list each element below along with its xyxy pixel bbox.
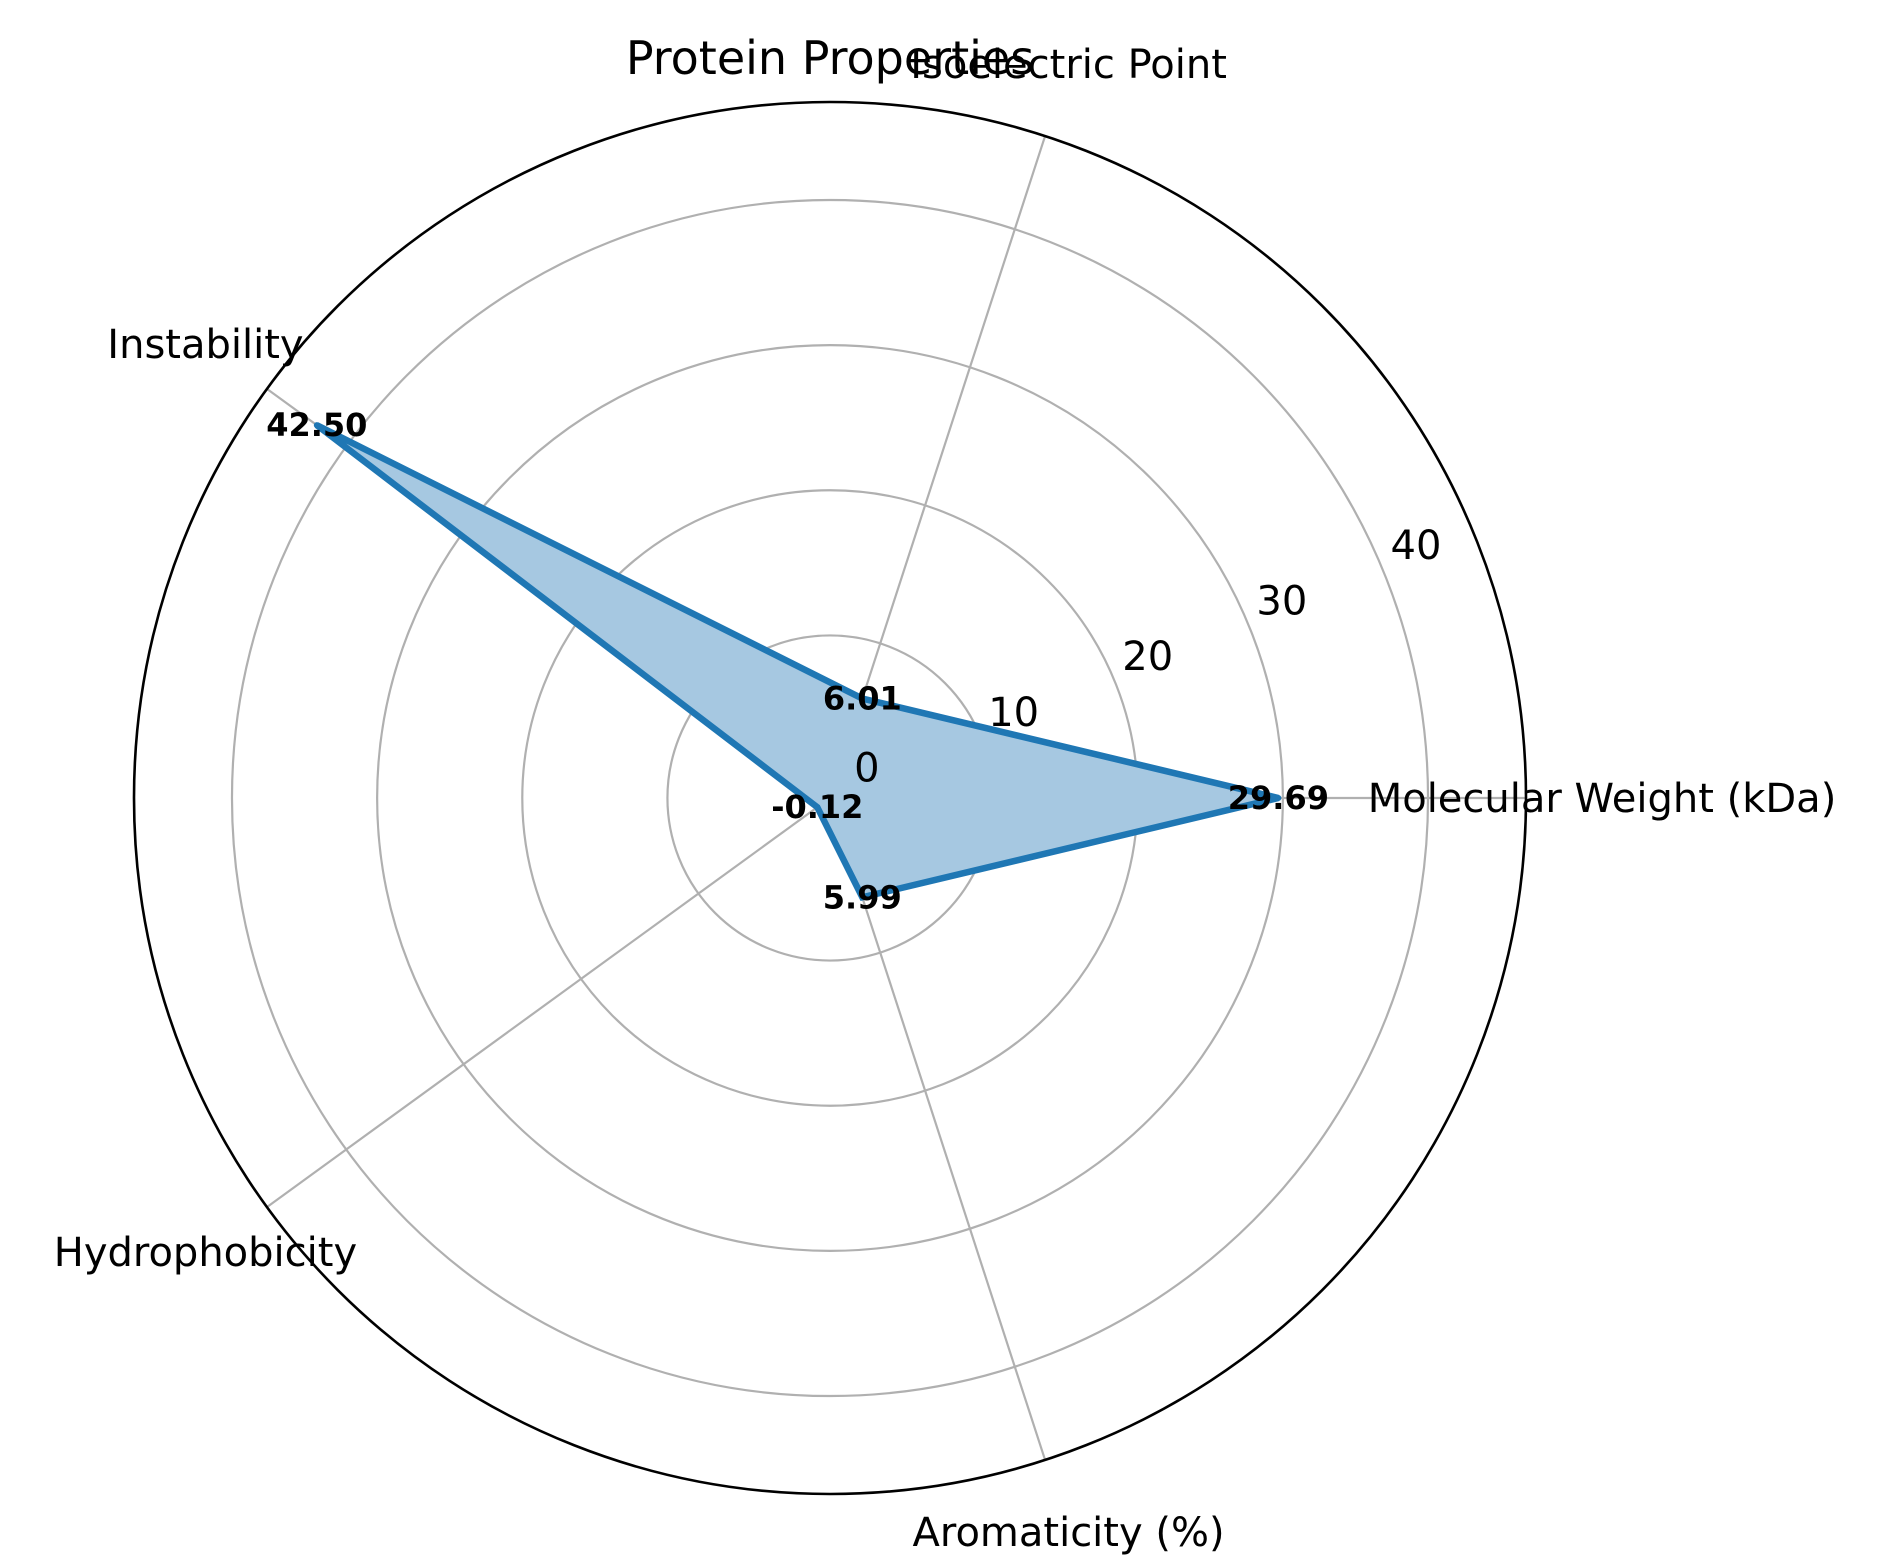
data-point [859,695,866,702]
radial-tick-label: 40 [1391,523,1442,569]
radial-tick-label: 20 [1122,634,1173,680]
chart-title: Protein Properties [626,31,1034,85]
data-point [859,894,866,901]
axis-label: Isoelectric Point [910,42,1227,88]
radial-tick-label: 10 [988,690,1039,736]
radar-grid [132,100,1528,1496]
data-point [1275,795,1282,801]
spoke-3 [266,797,831,1208]
radial-tick-label: 0 [854,745,879,791]
spoke-1 [828,135,1047,799]
axis-label: Molecular Weight (kDa) [1368,776,1837,822]
value-label: 29.69 [1228,779,1329,817]
radar-labels: 0 10 20 30 40 29.69 6.01 42.50 -0.12 5.99 Molecula… [54,42,1837,1556]
spoke-4 [828,797,1047,1461]
value-label: 5.99 [823,878,902,916]
axis-label: Instability [107,322,303,368]
outer-spine [132,100,1528,1496]
radial-tick-label: 30 [1256,579,1307,625]
data-point [814,804,821,811]
value-label: -0.12 [771,788,863,826]
value-label: 42.50 [266,406,367,444]
series-line [314,422,1280,902]
radar-data [313,422,1282,902]
data-point [313,422,320,429]
axis-label: Hydrophobicity [54,1230,357,1276]
axis-label: Aromaticity (%) [913,1510,1225,1556]
series-area [316,425,1279,898]
value-label: 6.01 [823,679,902,717]
